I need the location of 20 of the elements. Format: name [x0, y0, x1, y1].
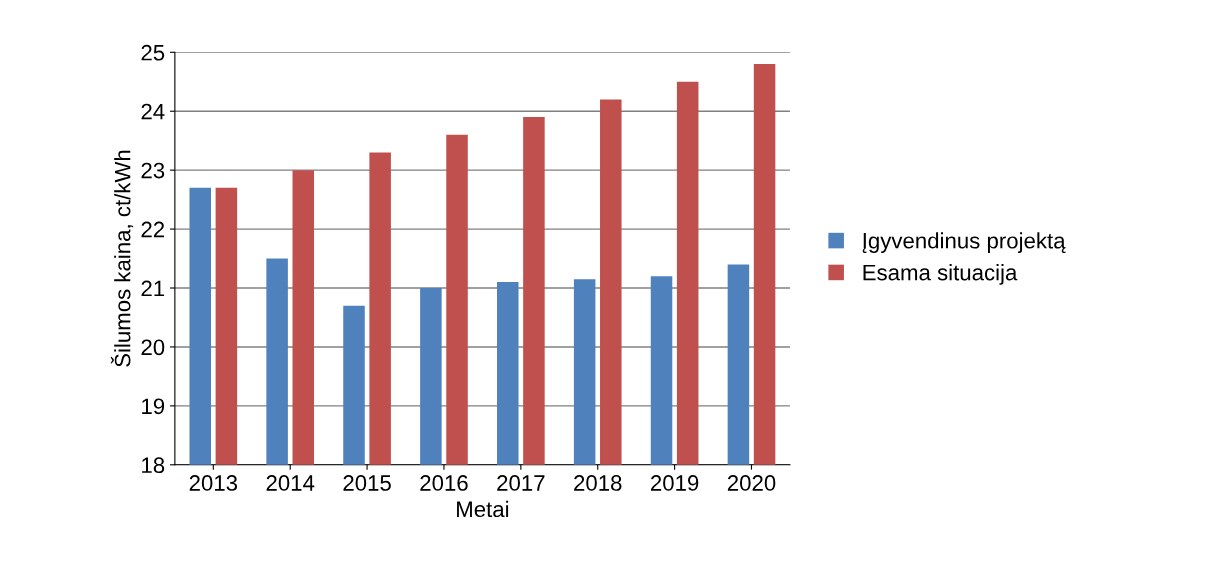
y-tick-label: 25 — [141, 44, 165, 61]
x-tick-label: 2014 — [266, 475, 315, 491]
y-tick-label: 19 — [142, 398, 165, 415]
x-tick-label: 2017 — [497, 475, 545, 491]
legend-label: Įgyvendinus projektą — [862, 232, 1066, 253]
y-tick-label: 22 — [141, 221, 165, 238]
y-tick-label: 24 — [141, 103, 165, 120]
y-tick-label: 20 — [141, 339, 165, 356]
y-tick-label: 23 — [141, 162, 165, 179]
x-tick-label: 2013 — [189, 475, 238, 491]
x-tick-label: 2019 — [651, 475, 699, 491]
legend-label: Esama situacija — [863, 264, 1018, 285]
y-axis-title: Šilumos kaina, ct/kWh — [110, 150, 134, 367]
x-axis-title: Metai — [457, 500, 509, 518]
x-tick-label: 2016 — [420, 475, 468, 491]
y-tick-label: 18 — [142, 457, 165, 474]
x-tick-label: 2018 — [574, 475, 622, 491]
x-tick-label: 2020 — [727, 475, 776, 491]
x-tick-label: 2015 — [343, 475, 391, 491]
y-tick-label: 21 — [141, 280, 165, 297]
